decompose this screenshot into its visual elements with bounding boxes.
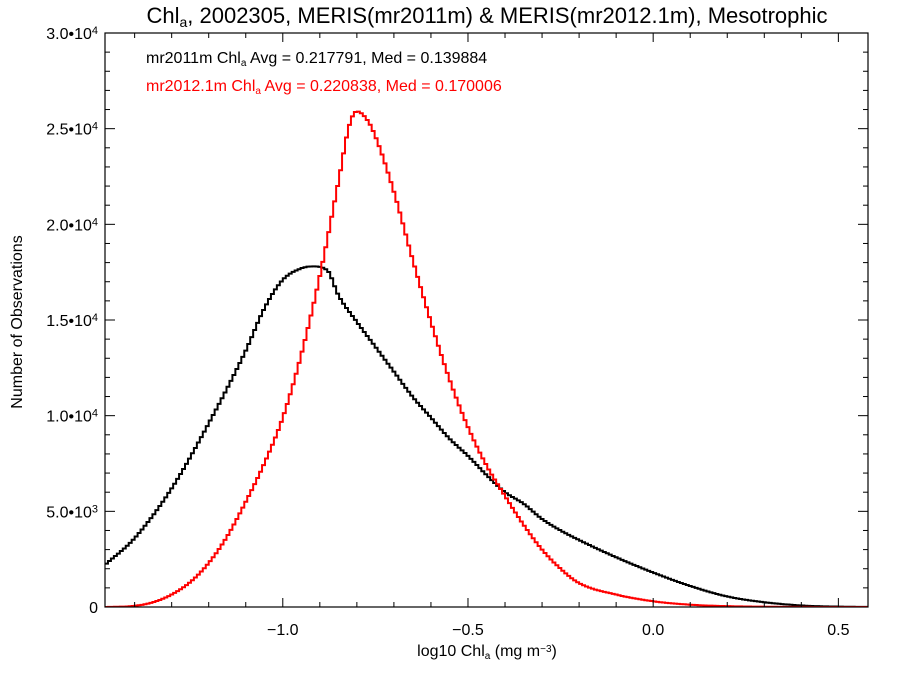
y-axis-label: Number of Observations [9, 235, 26, 408]
y-tick-label: 1.5•104 [46, 312, 98, 330]
y-tick-label: 2.5•104 [46, 121, 98, 139]
chart-title: Chla, 2002305, MERIS(mr2011m) & MERIS(mr… [146, 3, 827, 30]
x-tick-label: 0.5 [827, 622, 849, 639]
y-tick-label: 0 [89, 600, 98, 617]
histogram-line-mr2011m [105, 265, 868, 607]
y-tick-label: 3.0•104 [46, 25, 98, 43]
y-tick-label: 1.0•104 [46, 408, 98, 426]
y-tick-label: 5.0•103 [46, 503, 98, 521]
x-axis-label: log10 Chla (mg m−3) [417, 643, 557, 662]
series-annotation-mr2011m: mr2011m Chla Avg = 0.217791, Med = 0.139… [146, 50, 487, 69]
y-tick-label: 2.0•104 [46, 216, 98, 234]
plot-area: −1.0 −0.5 0.0 0.5 0 5.0•103 1.0•104 1.5•104 2.0•… [46, 25, 869, 639]
histogram-line-mr2012-1m [105, 110, 868, 607]
x-tick-label: −0.5 [452, 622, 484, 639]
x-tick-label: −1.0 [267, 622, 299, 639]
x-tick-label: 0.0 [642, 622, 664, 639]
series-annotation-mr2012-1m: mr2012.1m Chla Avg = 0.220838, Med = 0.1… [146, 78, 502, 97]
